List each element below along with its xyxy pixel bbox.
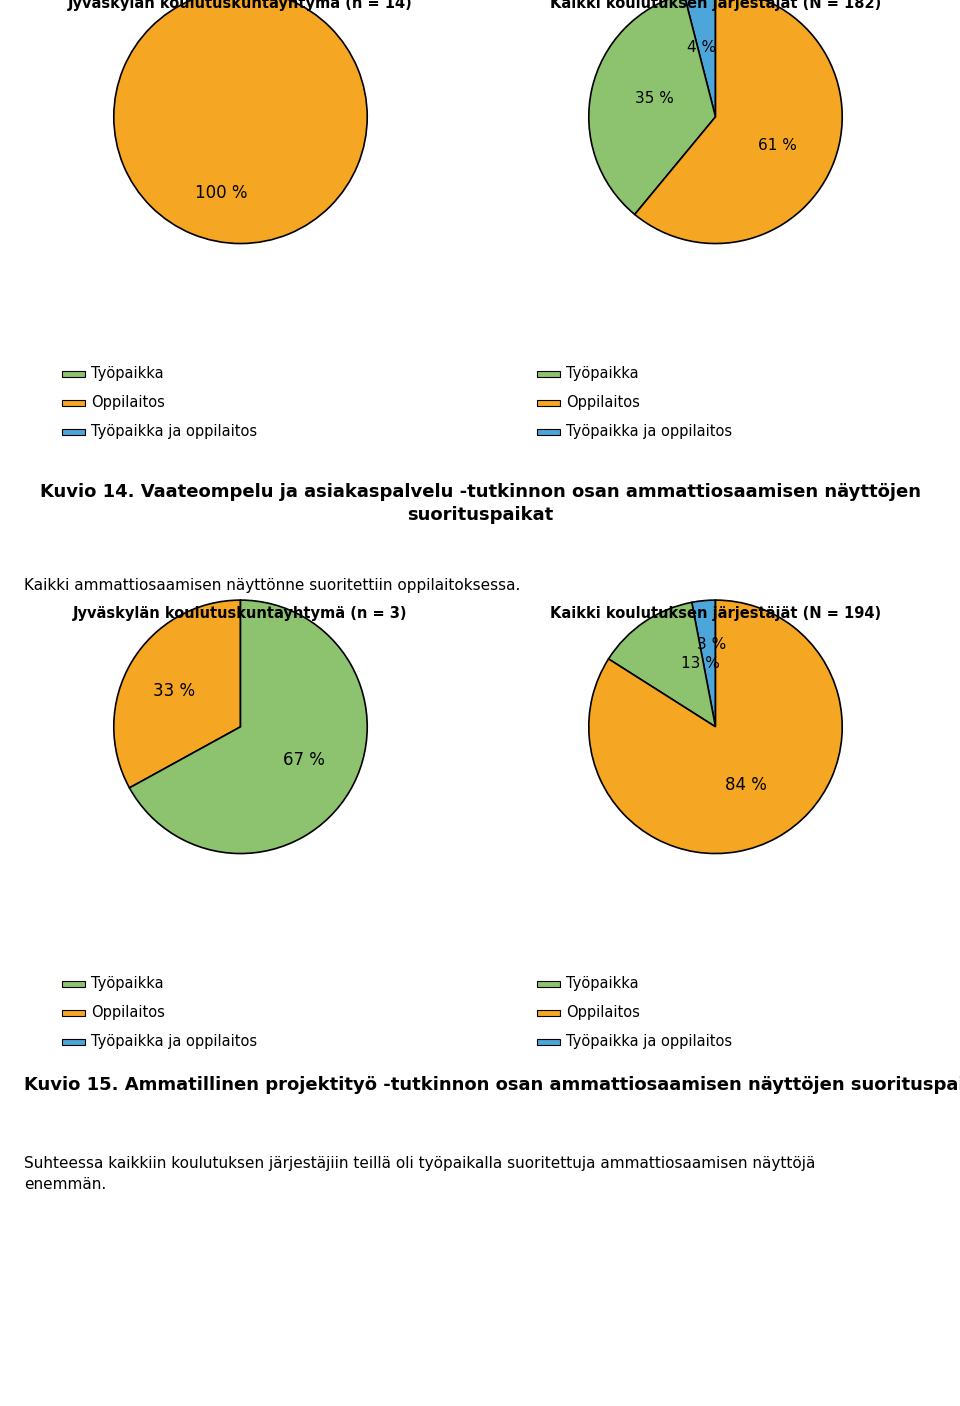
Wedge shape — [588, 0, 715, 215]
Text: 35 %: 35 % — [635, 90, 674, 105]
Text: Työpaikka: Työpaikka — [566, 976, 639, 991]
Text: 67 %: 67 % — [282, 751, 324, 769]
Bar — [537, 1039, 560, 1046]
Wedge shape — [114, 600, 241, 787]
Text: 33 %: 33 % — [153, 682, 195, 700]
Bar — [537, 429, 560, 436]
Bar — [537, 980, 560, 987]
Text: Työpaikka: Työpaikka — [91, 366, 164, 381]
Bar — [61, 980, 85, 987]
Text: 84 %: 84 % — [725, 776, 767, 794]
Text: 100 %: 100 % — [195, 184, 248, 202]
Wedge shape — [635, 0, 842, 243]
Bar — [61, 399, 85, 406]
Text: Työpaikka: Työpaikka — [91, 976, 164, 991]
Text: Oppilaitos: Oppilaitos — [566, 1005, 640, 1021]
Text: Oppilaitos: Oppilaitos — [566, 395, 640, 411]
Text: 3 %: 3 % — [697, 637, 727, 652]
Text: Oppilaitos: Oppilaitos — [91, 1005, 165, 1021]
Bar — [537, 1010, 560, 1017]
Text: Työpaikka ja oppilaitos: Työpaikka ja oppilaitos — [566, 425, 732, 439]
Wedge shape — [130, 600, 368, 853]
Bar — [61, 1039, 85, 1046]
Bar — [537, 399, 560, 406]
Bar — [61, 371, 85, 377]
Wedge shape — [588, 600, 842, 853]
Wedge shape — [684, 0, 715, 117]
Text: 61 %: 61 % — [758, 138, 797, 153]
Text: 12: 12 — [917, 1381, 936, 1395]
Text: Oppilaitos: Oppilaitos — [91, 395, 165, 411]
Text: Nationella centret för utbildningsutvärdering: Nationella centret för utbildningsutvärd… — [576, 1381, 931, 1395]
Text: Kuvio 14. Vaateompelu ja asiakaspalvelu -tutkinnon osan ammattiosaamisen näyttöj: Kuvio 14. Vaateompelu ja asiakaspalvelu … — [39, 482, 921, 524]
Text: Kaikki koulutuksen järjestäjät (N = 182): Kaikki koulutuksen järjestäjät (N = 182) — [550, 0, 881, 11]
Text: Jyväskylän koulutuskuntayhtymä (n = 3): Jyväskylän koulutuskuntayhtymä (n = 3) — [73, 606, 408, 621]
Text: Kansallinen koulutuksen arviointikeskus: Kansallinen koulutuksen arviointikeskus — [14, 1381, 330, 1395]
Bar — [61, 1010, 85, 1017]
Text: Työpaikka ja oppilaitos: Työpaikka ja oppilaitos — [91, 1033, 257, 1049]
Text: Kuvio 15. Ammatillinen projektityö -tutkinnon osan ammattiosaamisen näyttöjen su: Kuvio 15. Ammatillinen projektityö -tutk… — [24, 1076, 960, 1094]
Text: 4 %: 4 % — [686, 39, 716, 55]
Wedge shape — [114, 0, 368, 243]
Text: Työpaikka ja oppilaitos: Työpaikka ja oppilaitos — [91, 425, 257, 439]
Text: 13 %: 13 % — [682, 657, 720, 672]
Text: Jyväskylän koulutuskuntayhtymä (n = 14): Jyväskylän koulutuskuntayhtymä (n = 14) — [68, 0, 413, 11]
Text: Työpaikka: Työpaikka — [566, 366, 639, 381]
Text: Työpaikka ja oppilaitos: Työpaikka ja oppilaitos — [566, 1033, 732, 1049]
Text: Kaikki ammattiosaamisen näyttönne suoritettiin oppilaitoksessa.: Kaikki ammattiosaamisen näyttönne suorit… — [24, 578, 520, 593]
Wedge shape — [692, 600, 715, 727]
Wedge shape — [609, 602, 715, 727]
Bar — [61, 429, 85, 436]
Text: Kaikki koulutuksen järjestäjät (N = 194): Kaikki koulutuksen järjestäjät (N = 194) — [550, 606, 881, 621]
Text: Suhteessa kaikkiin koulutuksen järjestäjiin teillä oli työpaikalla suoritettuja : Suhteessa kaikkiin koulutuksen järjestäj… — [24, 1156, 815, 1192]
Bar — [537, 371, 560, 377]
